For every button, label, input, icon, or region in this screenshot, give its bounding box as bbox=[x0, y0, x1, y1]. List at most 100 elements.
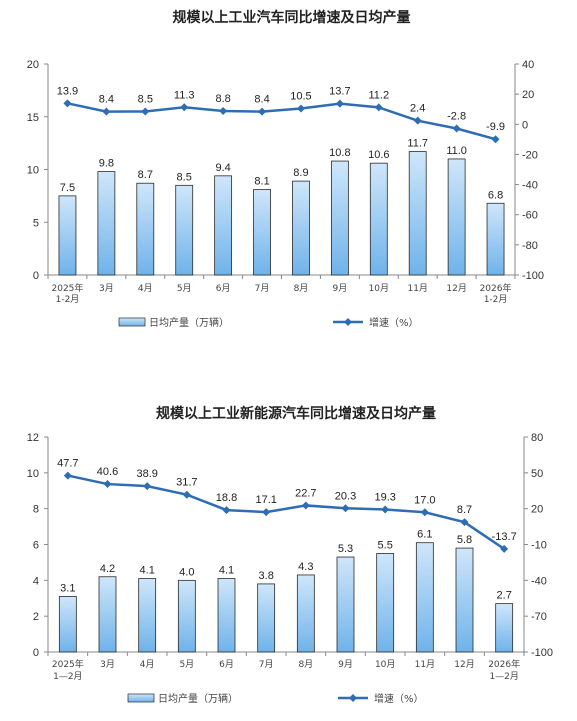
right-tick-label: 0 bbox=[522, 119, 528, 131]
line-point bbox=[420, 508, 429, 517]
right-tick-label: -60 bbox=[522, 210, 538, 222]
bar bbox=[253, 189, 271, 276]
left-tick-label: 10 bbox=[27, 165, 39, 177]
bar-value-label: 5.3 bbox=[338, 543, 353, 555]
line-value-label: 8.7 bbox=[457, 504, 472, 516]
legend-line-label: 增速（%） bbox=[374, 692, 424, 705]
line-value-label: 22.7 bbox=[295, 487, 316, 499]
right-tick-label: -100 bbox=[522, 270, 544, 282]
bar-value-label: 6.1 bbox=[417, 529, 432, 541]
line-value-label: 11.2 bbox=[368, 89, 389, 101]
right-tick-label: -80 bbox=[522, 240, 538, 252]
line-value-label: 17.1 bbox=[255, 494, 276, 506]
line-point bbox=[500, 544, 509, 553]
line-point bbox=[182, 490, 191, 499]
bar bbox=[415, 542, 434, 653]
bar-value-label: 4.3 bbox=[298, 561, 313, 573]
left-tick-label: 15 bbox=[27, 112, 39, 124]
line-point bbox=[258, 107, 267, 116]
line-point bbox=[301, 501, 310, 510]
right-tick-label: 40 bbox=[522, 59, 534, 71]
line-value-label: 20.3 bbox=[335, 490, 356, 502]
x-tick-label: 2025年 1—2月 bbox=[52, 658, 84, 682]
growth-rate-line bbox=[67, 102, 496, 141]
line-point bbox=[341, 504, 350, 513]
legend-line-marker bbox=[349, 694, 357, 702]
line-value-label: 8.4 bbox=[254, 94, 269, 106]
right-tick-label: -70 bbox=[531, 611, 547, 623]
bar-value-label: 8.7 bbox=[138, 169, 153, 181]
chart-title: 规模以上工业汽车同比增速及日均产量 bbox=[173, 9, 411, 26]
legend-line-label: 增速（%） bbox=[369, 316, 419, 329]
line-value-label: 11.3 bbox=[174, 89, 195, 101]
line-value-label: 8.4 bbox=[99, 94, 114, 106]
bar bbox=[330, 160, 349, 276]
x-tick-label: 10月 bbox=[375, 659, 395, 670]
growth-rate-line bbox=[67, 474, 505, 550]
line-point bbox=[460, 518, 469, 527]
bar-value-label: 10.6 bbox=[368, 149, 389, 161]
bar bbox=[447, 158, 466, 276]
left-tick-label: 12 bbox=[27, 432, 39, 444]
right-tick-label: -100 bbox=[531, 647, 553, 659]
x-tick-label: 11月 bbox=[407, 283, 427, 294]
line-point bbox=[180, 103, 189, 112]
x-tick-label: 9月 bbox=[338, 659, 353, 670]
x-tick-label: 7月 bbox=[259, 659, 274, 670]
line-point bbox=[335, 99, 344, 108]
left-tick-label: 20 bbox=[27, 59, 39, 71]
line-point bbox=[103, 480, 112, 489]
line-value-label: -2.8 bbox=[447, 111, 466, 123]
x-tick-label: 4月 bbox=[138, 283, 153, 294]
x-tick-label: 9月 bbox=[333, 283, 348, 294]
right-tick-label: 20 bbox=[522, 89, 534, 101]
line-value-label: 13.7 bbox=[329, 86, 350, 98]
line-value-label: 13.9 bbox=[57, 85, 78, 97]
left-tick-label: 4 bbox=[33, 575, 39, 587]
bar bbox=[175, 184, 194, 276]
vehicle-output-chart: 规模以上工业汽车同比增速及日均产量 0 5 10 15 20 -100 -80 -60 -40 -2… bbox=[27, 9, 544, 329]
bar-value-label: 5.8 bbox=[457, 534, 472, 546]
right-tick-label: 50 bbox=[531, 468, 543, 480]
left-tick-label: 6 bbox=[33, 540, 39, 552]
x-tick-label: 12月 bbox=[446, 283, 466, 294]
bar bbox=[376, 553, 395, 653]
bar bbox=[292, 180, 310, 276]
x-tick-label: 6月 bbox=[216, 283, 231, 294]
bar-value-label: 10.8 bbox=[329, 147, 350, 159]
bar bbox=[336, 556, 355, 653]
legend-bar-swatch bbox=[127, 693, 155, 703]
line-point bbox=[381, 505, 390, 514]
x-tick-label: 10月 bbox=[369, 283, 389, 294]
bar-value-label: 3.8 bbox=[259, 570, 274, 582]
line-value-label: 38.9 bbox=[136, 468, 157, 480]
bar-value-label: 2.7 bbox=[497, 590, 512, 602]
bar-value-label: 7.5 bbox=[60, 182, 75, 194]
line-value-label: 40.6 bbox=[97, 466, 118, 478]
line-point bbox=[141, 107, 150, 116]
bar bbox=[495, 603, 514, 653]
bar-value-label: 4.2 bbox=[100, 563, 115, 575]
bar bbox=[136, 182, 155, 276]
bar-value-label: 8.1 bbox=[254, 176, 269, 188]
line-value-label: 47.7 bbox=[57, 458, 78, 470]
right-tick-label: -20 bbox=[522, 149, 538, 161]
bar bbox=[486, 202, 505, 276]
bar bbox=[455, 547, 474, 653]
left-tick-label: 2 bbox=[33, 611, 39, 623]
line-point bbox=[296, 104, 305, 113]
bar bbox=[58, 195, 77, 276]
bar-value-label: 4.1 bbox=[219, 565, 234, 577]
line-value-label: 2.4 bbox=[410, 103, 425, 115]
x-tick-label: 2026年 1-2月 bbox=[480, 282, 512, 305]
bar-value-label: 11.0 bbox=[446, 145, 467, 157]
legend-bar-label: 日均产量（万辆） bbox=[158, 692, 238, 705]
left-tick-label: 5 bbox=[33, 217, 39, 229]
bar bbox=[97, 171, 116, 276]
bar bbox=[296, 574, 315, 653]
x-tick-label: 8月 bbox=[294, 283, 309, 294]
line-point bbox=[452, 124, 461, 133]
x-tick-label: 6月 bbox=[219, 659, 234, 670]
x-tick-label: 12月 bbox=[454, 659, 474, 670]
line-value-label: 19.3 bbox=[374, 492, 395, 504]
